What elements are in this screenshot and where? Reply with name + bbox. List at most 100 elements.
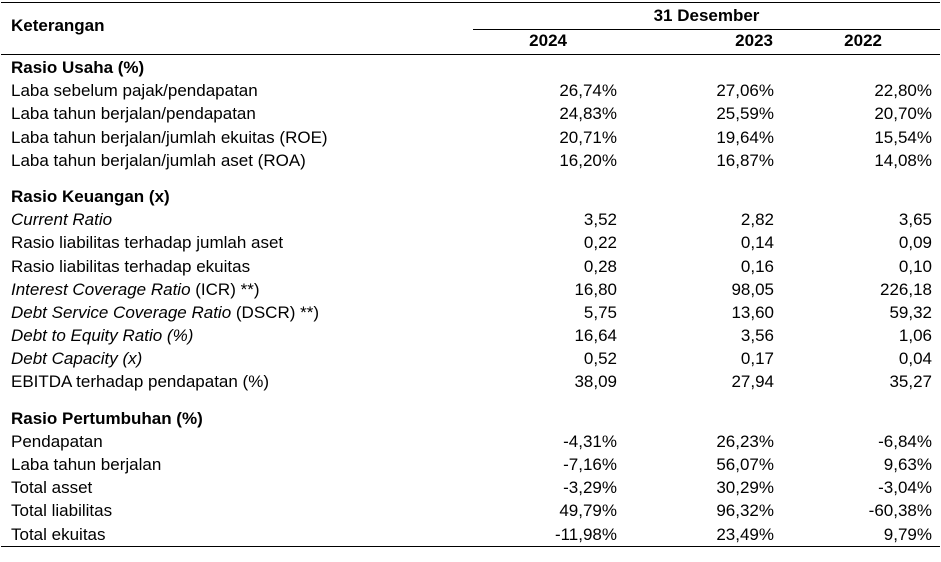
row-value-year-3: 59,32 bbox=[889, 302, 932, 322]
row-value-year-2: 98,05 bbox=[731, 279, 774, 299]
table-row: Laba tahun berjalan/jumlah aset (ROA) 16,… bbox=[1, 149, 940, 172]
row-label-italic: Interest Coverage Ratio bbox=[11, 279, 191, 299]
row-value-year-3: -3,04% bbox=[878, 478, 932, 498]
row-label-text: Rasio liabilitas terhadap jumlah aset bbox=[11, 233, 284, 253]
row-label: Pendapatan bbox=[11, 430, 103, 453]
table-row: Laba sebelum pajak/pendapatan 26,74% 27,06… bbox=[1, 79, 940, 102]
row-value-year-3: 0,10 bbox=[898, 256, 932, 276]
row-value-year-2: 0,14 bbox=[740, 233, 774, 253]
row-label-text: Laba sebelum pajak/pendapatan bbox=[11, 81, 258, 101]
row-value-year-3: 226,18 bbox=[880, 279, 932, 299]
row-label: Debt to Equity Ratio (%) bbox=[11, 324, 193, 347]
row-value-year-2: 56,07% bbox=[716, 455, 774, 474]
table-row: Pendapatan -4,31% 26,23% -6,84% bbox=[1, 430, 940, 453]
table-row: Laba tahun berjalan -7,16% 56,07% 9,63% bbox=[1, 453, 940, 476]
row-value-year-2: 0,16 bbox=[740, 256, 774, 276]
row-value-year-2: 27,06% bbox=[716, 81, 774, 101]
row-value-year-2: 16,87% bbox=[716, 150, 774, 170]
row-value-year-2: 27,94 bbox=[731, 372, 774, 392]
row-label: Debt Capacity (x) bbox=[11, 347, 142, 370]
row-value-year-1: -11,98% bbox=[554, 524, 617, 544]
row-label-text: (ICR) **) bbox=[190, 279, 260, 299]
row-label-text: Laba tahun berjalan/pendapatan bbox=[11, 104, 256, 124]
row-label-text: Rasio liabilitas terhadap ekuitas bbox=[11, 256, 251, 276]
row-label: Interest Coverage Ratio (ICR) **) bbox=[11, 278, 260, 301]
row-label: Debt Service Coverage Ratio (DSCR) **) bbox=[11, 301, 319, 324]
row-value-year-1: 16,80 bbox=[574, 279, 617, 299]
row-label-italic: Debt Capacity (x) bbox=[11, 349, 143, 369]
row-value-year-3: 14,08% bbox=[874, 150, 932, 170]
row-value-year-3: 9,63% bbox=[883, 455, 932, 474]
row-label: Current Ratio bbox=[11, 208, 112, 231]
row-label-text: Laba tahun berjalan/jumlah aset (ROA) bbox=[11, 150, 306, 170]
table-row: Debt Service Coverage Ratio (DSCR) **) 5,… bbox=[1, 301, 940, 324]
section-heading: Rasio Keuangan (x) bbox=[1, 185, 940, 208]
row-label-text: Total liabilitas bbox=[11, 501, 113, 521]
row-value-year-1: 20,71% bbox=[559, 127, 617, 147]
column-header-year-2: 2023 bbox=[735, 31, 773, 50]
row-label: Laba tahun berjalan bbox=[11, 453, 161, 476]
section-title: Rasio Usaha (%) bbox=[11, 58, 145, 77]
table-body: Rasio Usaha (%) Laba sebelum pajak/pendap… bbox=[1, 56, 940, 547]
row-value-year-3: 15,54% bbox=[874, 127, 932, 147]
section-title: Rasio Keuangan (x) bbox=[11, 186, 170, 206]
row-value-year-1: 5,75 bbox=[583, 302, 617, 322]
column-header-keterangan: Keterangan bbox=[11, 16, 105, 35]
table-row: Interest Coverage Ratio (ICR) **) 16,80 98… bbox=[1, 278, 940, 301]
section-spacer bbox=[1, 172, 940, 185]
financial-ratio-table: Keterangan 31 Desember 2024 2023 2022 Ra… bbox=[1, 2, 940, 547]
row-value-year-1: 0,22 bbox=[583, 233, 617, 253]
row-value-year-2: 0,17 bbox=[740, 349, 774, 369]
row-value-year-3: 35,27 bbox=[889, 372, 932, 392]
row-value-year-1: -3,29% bbox=[563, 478, 617, 498]
section-heading: Rasio Usaha (%) bbox=[1, 56, 940, 79]
row-label-italic: Debt to Equity Ratio (%) bbox=[11, 326, 194, 346]
row-value-year-2: 23,49% bbox=[716, 524, 774, 544]
row-label: Total liabilitas bbox=[11, 499, 112, 522]
row-value-year-1: 26,74% bbox=[559, 81, 617, 101]
row-value-year-2: 96,32% bbox=[716, 501, 774, 521]
table-row: Rasio liabilitas terhadap jumlah aset 0,2… bbox=[1, 231, 940, 254]
row-label-text: Total ekuitas bbox=[11, 524, 106, 544]
row-value-year-2: 13,60 bbox=[731, 302, 774, 322]
column-header-year-1: 2024 bbox=[529, 31, 567, 50]
section-heading: Rasio Pertumbuhan (%) bbox=[1, 407, 940, 430]
table-row: Laba tahun berjalan/pendapatan 24,83% 25,5… bbox=[1, 102, 940, 125]
row-value-year-1: 0,28 bbox=[583, 256, 617, 276]
row-value-year-3: 3,65 bbox=[898, 210, 932, 230]
row-label: Total ekuitas bbox=[11, 523, 106, 546]
row-label-italic: Current Ratio bbox=[11, 210, 113, 230]
table-row: Debt Capacity (x) 0,52 0,17 0,04 bbox=[1, 347, 940, 370]
row-value-year-2: 26,23% bbox=[716, 431, 774, 451]
row-value-year-1: -4,31% bbox=[563, 431, 617, 451]
row-label-text: Total asset bbox=[11, 478, 93, 498]
row-value-year-1: 38,09 bbox=[574, 372, 617, 392]
table-row: Debt to Equity Ratio (%) 16,64 3,56 1,06 bbox=[1, 324, 940, 347]
table-row: Laba tahun berjalan/jumlah ekuitas (ROE)… bbox=[1, 126, 940, 149]
row-label: Rasio liabilitas terhadap ekuitas bbox=[11, 255, 250, 278]
table-header: Keterangan 31 Desember 2024 2023 2022 bbox=[1, 2, 940, 55]
row-label: EBITDA terhadap pendapatan (%) bbox=[11, 370, 269, 393]
row-value-year-3: 9,79% bbox=[883, 524, 932, 544]
row-label-text: (DSCR) **) bbox=[231, 302, 320, 322]
row-label: Laba tahun berjalan/jumlah aset (ROA) bbox=[11, 149, 306, 172]
table-row: Total liabilitas 49,79% 96,32% -60,38% bbox=[1, 499, 940, 522]
row-label-text: Pendapatan bbox=[11, 431, 103, 451]
row-value-year-1: 16,64 bbox=[574, 326, 617, 346]
row-label-italic: Debt Service Coverage Ratio bbox=[11, 302, 232, 322]
row-value-year-2: 30,29% bbox=[716, 478, 774, 498]
row-value-year-1: 0,52 bbox=[583, 349, 617, 369]
row-value-year-3: 22,80% bbox=[874, 81, 932, 101]
row-value-year-3: -60,38% bbox=[868, 501, 932, 521]
table-row: EBITDA terhadap pendapatan (%) 38,09 27,94… bbox=[1, 370, 940, 393]
row-value-year-1: 3,52 bbox=[583, 210, 617, 230]
table-row: Total asset -3,29% 30,29% -3,04% bbox=[1, 476, 940, 499]
row-label: Laba tahun berjalan/pendapatan bbox=[11, 102, 256, 125]
column-group-header: 31 Desember bbox=[653, 6, 760, 25]
row-value-year-1: -7,16% bbox=[563, 455, 617, 474]
row-label: Total asset bbox=[11, 476, 92, 499]
row-value-year-1: 49,79% bbox=[559, 501, 617, 521]
row-label: Laba sebelum pajak/pendapatan bbox=[11, 79, 258, 102]
row-value-year-3: 1,06 bbox=[898, 326, 932, 346]
row-label-text: EBITDA terhadap pendapatan (%) bbox=[11, 372, 269, 392]
